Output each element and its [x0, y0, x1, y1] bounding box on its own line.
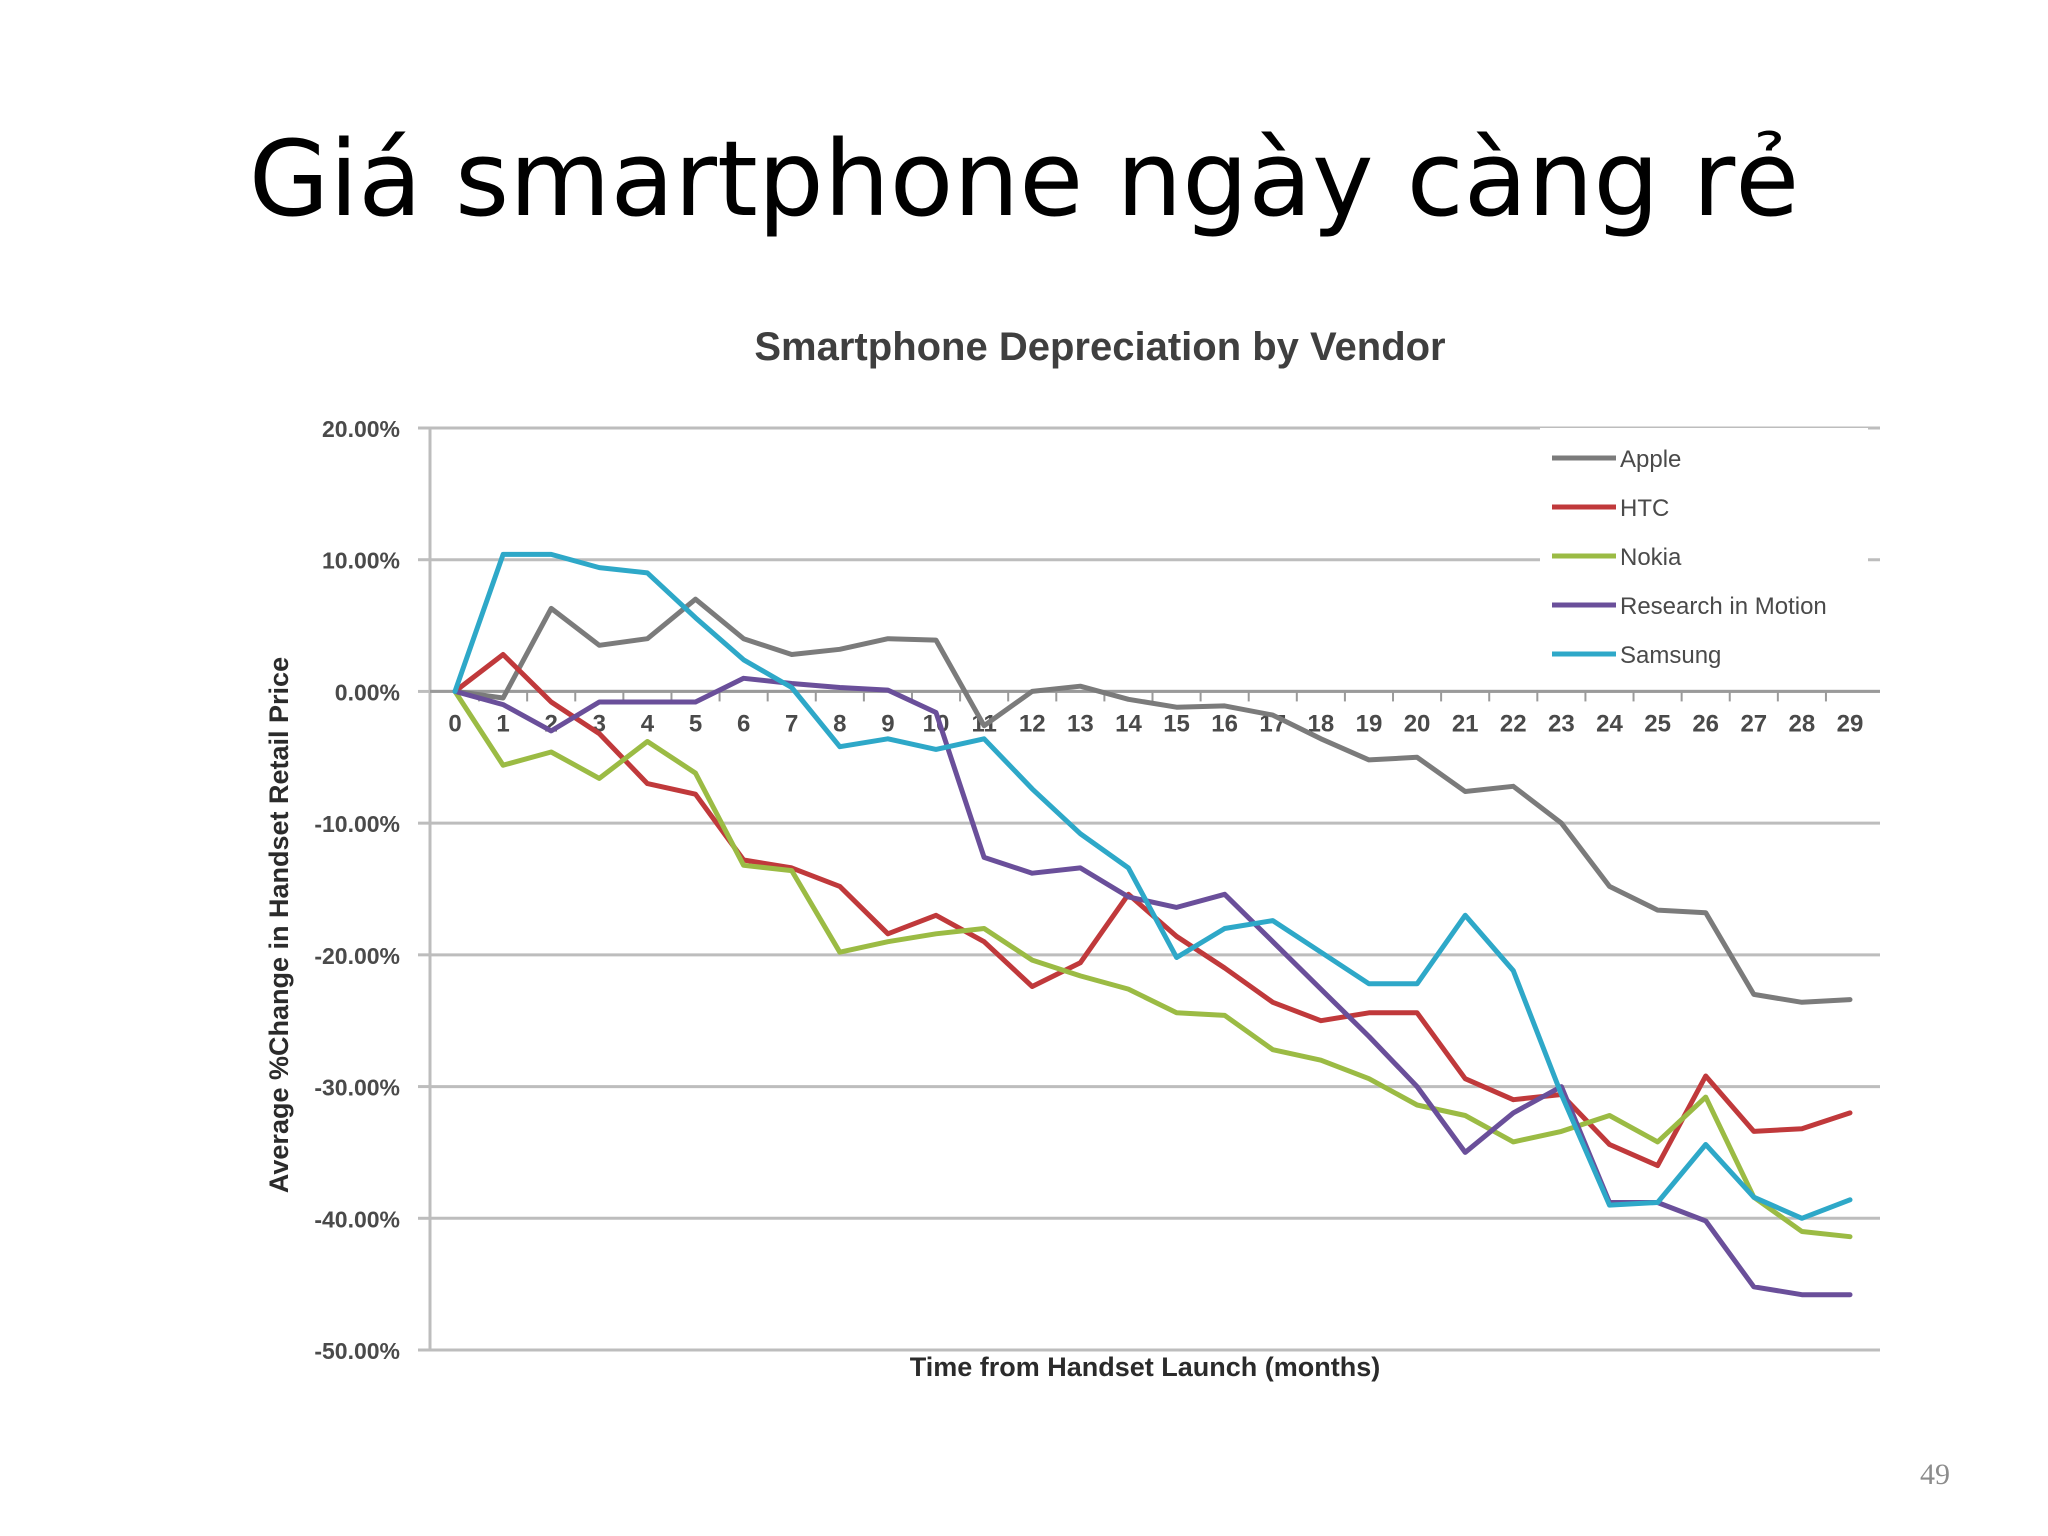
legend-label: Nokia [1620, 544, 1682, 571]
x-tick-label: 9 [881, 710, 894, 737]
x-tick-label: 8 [833, 710, 846, 737]
series-lines [452, 551, 1853, 1298]
y-tick-label: -10.00% [314, 811, 400, 837]
x-tick-label: 29 [1837, 710, 1864, 737]
x-tick-label: 24 [1596, 710, 1623, 737]
x-tick-label: 4 [641, 710, 655, 737]
y-tick-label: -50.00% [314, 1338, 400, 1364]
chart-title: Smartphone Depreciation by Vendor [754, 325, 1445, 369]
y-tick-label: -20.00% [314, 943, 400, 969]
legend: Apple HTC Nokia Research in Motion Samsung [1540, 428, 1868, 683]
x-tick-label: 21 [1452, 710, 1479, 737]
x-tick-label: 12 [1019, 710, 1046, 737]
x-tick-label: 0 [448, 710, 461, 737]
x-tick-label: 26 [1692, 710, 1719, 737]
legend-label: Research in Motion [1620, 593, 1827, 620]
x-tick-label: 27 [1740, 710, 1767, 737]
x-tick-label: 5 [689, 710, 702, 737]
y-tick-label: 20.00% [322, 416, 400, 442]
x-tick-label: 13 [1067, 710, 1094, 737]
series-line-samsung [452, 551, 1853, 1221]
x-tick-label: 15 [1163, 710, 1190, 737]
series-line-nokia [452, 688, 1853, 1240]
series-line-apple [452, 596, 1853, 1005]
x-tick-label: 7 [785, 710, 798, 737]
y-tick-label: 10.00% [322, 548, 400, 574]
x-tick-label: 19 [1356, 710, 1383, 737]
x-tick-label: 6 [737, 710, 750, 737]
x-tick-label: 20 [1404, 710, 1431, 737]
x-tick-label: 23 [1548, 710, 1575, 737]
y-tick-label: -30.00% [314, 1075, 400, 1101]
x-tick-label: 22 [1500, 710, 1527, 737]
x-axis-label: Time from Handset Launch (months) [910, 1352, 1381, 1382]
legend-label: Samsung [1620, 642, 1721, 669]
y-axis: 20.00% 10.00% 0.00% -10.00% -20.00% -30.00% -4… [314, 416, 432, 1364]
x-tick-label: 25 [1644, 710, 1671, 737]
slide-title: Giá smartphone ngày càng rẻ [248, 118, 1800, 240]
x-tick-label: 14 [1115, 710, 1142, 737]
y-tick-label: 0.00% [335, 679, 400, 705]
x-tick-label: 1 [496, 710, 509, 737]
x-tick-label: 16 [1211, 710, 1238, 737]
y-tick-label: -40.00% [314, 1206, 400, 1232]
y-axis-label: Average %Change in Handset Retail Price [264, 657, 294, 1193]
legend-label: Apple [1620, 446, 1681, 473]
x-axis: 0 1 2 3 4 5 6 7 8 9 10 11 12 13 14 15 16 17 18 19 20 21 22 23 24… [430, 689, 1880, 737]
legend-label: HTC [1620, 495, 1669, 522]
x-tick-label: 28 [1789, 710, 1816, 737]
page-number: 49 [1920, 1458, 1950, 1491]
